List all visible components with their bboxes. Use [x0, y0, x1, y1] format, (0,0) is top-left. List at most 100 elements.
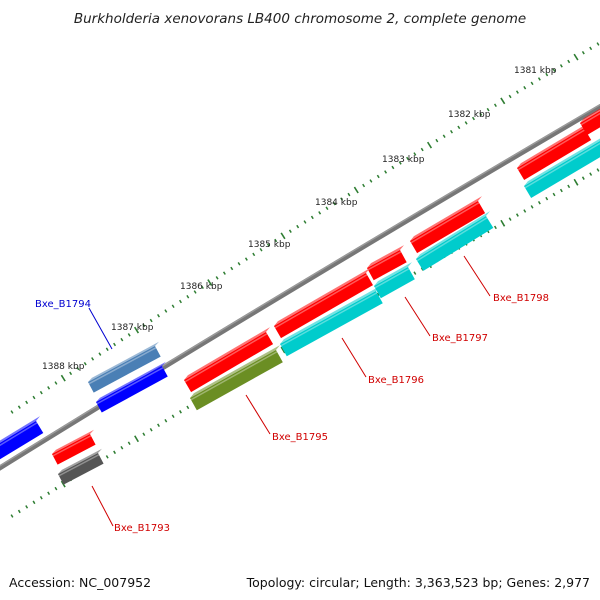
kbp-label: 1384 kbp: [315, 198, 358, 208]
minor-tick: [340, 197, 344, 201]
minor-tick: [406, 156, 410, 161]
minor-tick: [105, 455, 109, 459]
major-tick: [573, 178, 579, 186]
feature-red-right[interactable]: [517, 123, 592, 181]
feature-steelblue-b1794-body: [88, 346, 161, 393]
feature-blue-left-top-face: [0, 416, 40, 443]
kbp-label: 1383 kbp: [382, 155, 425, 165]
minor-tick: [508, 94, 512, 99]
minor-tick: [83, 361, 87, 366]
minor-tick: [17, 509, 21, 514]
feature-red-b1797[interactable]: [367, 245, 407, 281]
minor-tick: [420, 147, 424, 152]
genome-backbone-highlight: [0, 103, 600, 467]
minor-tick: [552, 68, 556, 72]
feature-red-b1793-highlight: [52, 435, 92, 457]
feature-red-b1798-body: [410, 201, 486, 254]
feature-olive-b1795-body: [190, 350, 283, 411]
minor-tick: [376, 174, 380, 179]
feature-steelblue-b1794[interactable]: [88, 341, 161, 393]
minor-tick: [237, 262, 241, 266]
minor-tick: [274, 238, 278, 243]
feature-red-b1797-top-face: [367, 245, 404, 268]
minor-tick: [215, 276, 219, 280]
feature-cyan-right[interactable]: [524, 136, 600, 199]
feature-cyan-b1798[interactable]: [416, 211, 494, 271]
gene-label-bxe-b1797[interactable]: Bxe_B1797: [432, 333, 488, 344]
gene-label-bxe-b1794[interactable]: Bxe_B1794: [35, 299, 91, 310]
minor-tick: [596, 42, 600, 46]
minor-tick: [493, 103, 497, 108]
feature-cyan-b1797-highlight: [374, 268, 410, 289]
minor-tick: [508, 217, 512, 221]
minor-tick: [589, 172, 593, 176]
feature-steelblue-b1794-highlight: [88, 347, 157, 385]
minor-tick: [530, 205, 534, 209]
feature-red-b1795-highlight: [184, 333, 268, 383]
feature-olive-b1795[interactable]: [190, 345, 283, 411]
minor-tick: [259, 248, 263, 252]
feature-blue-b1794[interactable]: [96, 361, 168, 413]
feature-cyan-b1797[interactable]: [374, 262, 415, 299]
minor-tick: [32, 500, 36, 505]
major-tick: [573, 53, 579, 61]
minor-tick: [413, 271, 417, 275]
minor-tick: [200, 285, 204, 290]
minor-tick: [464, 121, 468, 125]
feature-gray-b1793[interactable]: [58, 448, 104, 485]
feature-red-right-2[interactable]: [580, 99, 600, 136]
minor-tick: [581, 50, 585, 55]
feature-blue-b1794-highlight: [96, 367, 164, 405]
minor-tick: [171, 304, 175, 308]
minor-tick: [105, 347, 109, 352]
minor-tick: [567, 184, 571, 189]
gene-label-bxe-b1795[interactable]: Bxe_B1795: [272, 432, 328, 443]
feature-cyan-b1796[interactable]: [280, 286, 383, 357]
minor-tick: [384, 170, 388, 174]
gene-label-bxe-b1793[interactable]: Bxe_B1793: [114, 523, 170, 534]
minor-tick: [98, 352, 102, 356]
minor-tick: [47, 386, 51, 390]
callout-line: [88, 307, 113, 350]
minor-tick: [486, 107, 490, 112]
feature-track: [0, 99, 600, 485]
feature-red-b1796[interactable]: [274, 268, 373, 339]
gene-callouts: Bxe_B1793 Bxe_B1794 Bxe_B1795 Bxe_B1796 …: [35, 255, 549, 534]
minor-tick: [17, 405, 21, 409]
minor-tick: [545, 196, 549, 201]
minor-tick: [471, 116, 475, 121]
gene-label-bxe-b1796[interactable]: Bxe_B1796: [368, 375, 424, 386]
feature-red-right-2-body: [580, 111, 600, 136]
minor-tick: [559, 64, 563, 68]
minor-tick: [193, 290, 197, 294]
minor-tick: [142, 432, 146, 437]
minor-tick: [318, 211, 322, 215]
feature-cyan-b1796-highlight: [280, 292, 378, 347]
minor-tick: [493, 225, 497, 230]
minor-tick: [120, 446, 124, 450]
minor-tick: [149, 427, 153, 432]
minor-tick: [47, 491, 51, 495]
minor-tick: [178, 299, 182, 304]
callout-line: [341, 337, 367, 378]
map-title: Burkholderia xenovorans LB400 chromosome…: [74, 11, 526, 27]
minor-tick: [515, 90, 519, 94]
feature-red-b1796-highlight: [274, 274, 368, 329]
gene-label-bxe-b1798[interactable]: Bxe_B1798: [493, 293, 549, 304]
minor-tick: [113, 342, 117, 347]
minor-tick: [266, 243, 270, 247]
feature-red-right-top-face: [517, 123, 588, 168]
feature-red-b1793[interactable]: [52, 429, 96, 465]
minor-tick: [76, 366, 80, 371]
feature-blue-b1794-body: [96, 366, 168, 413]
feature-red-b1798[interactable]: [410, 196, 486, 254]
feature-red-b1793-top-face: [52, 429, 94, 454]
minor-tick: [523, 209, 527, 213]
minor-tick: [457, 125, 461, 130]
minor-tick: [179, 410, 182, 414]
feature-red-b1797-highlight: [367, 251, 402, 271]
feature-blue-left[interactable]: [0, 416, 44, 461]
feature-red-b1795[interactable]: [184, 327, 274, 393]
outer-scale-ticks: [10, 42, 600, 414]
feature-cyan-b1797-body: [374, 267, 415, 299]
